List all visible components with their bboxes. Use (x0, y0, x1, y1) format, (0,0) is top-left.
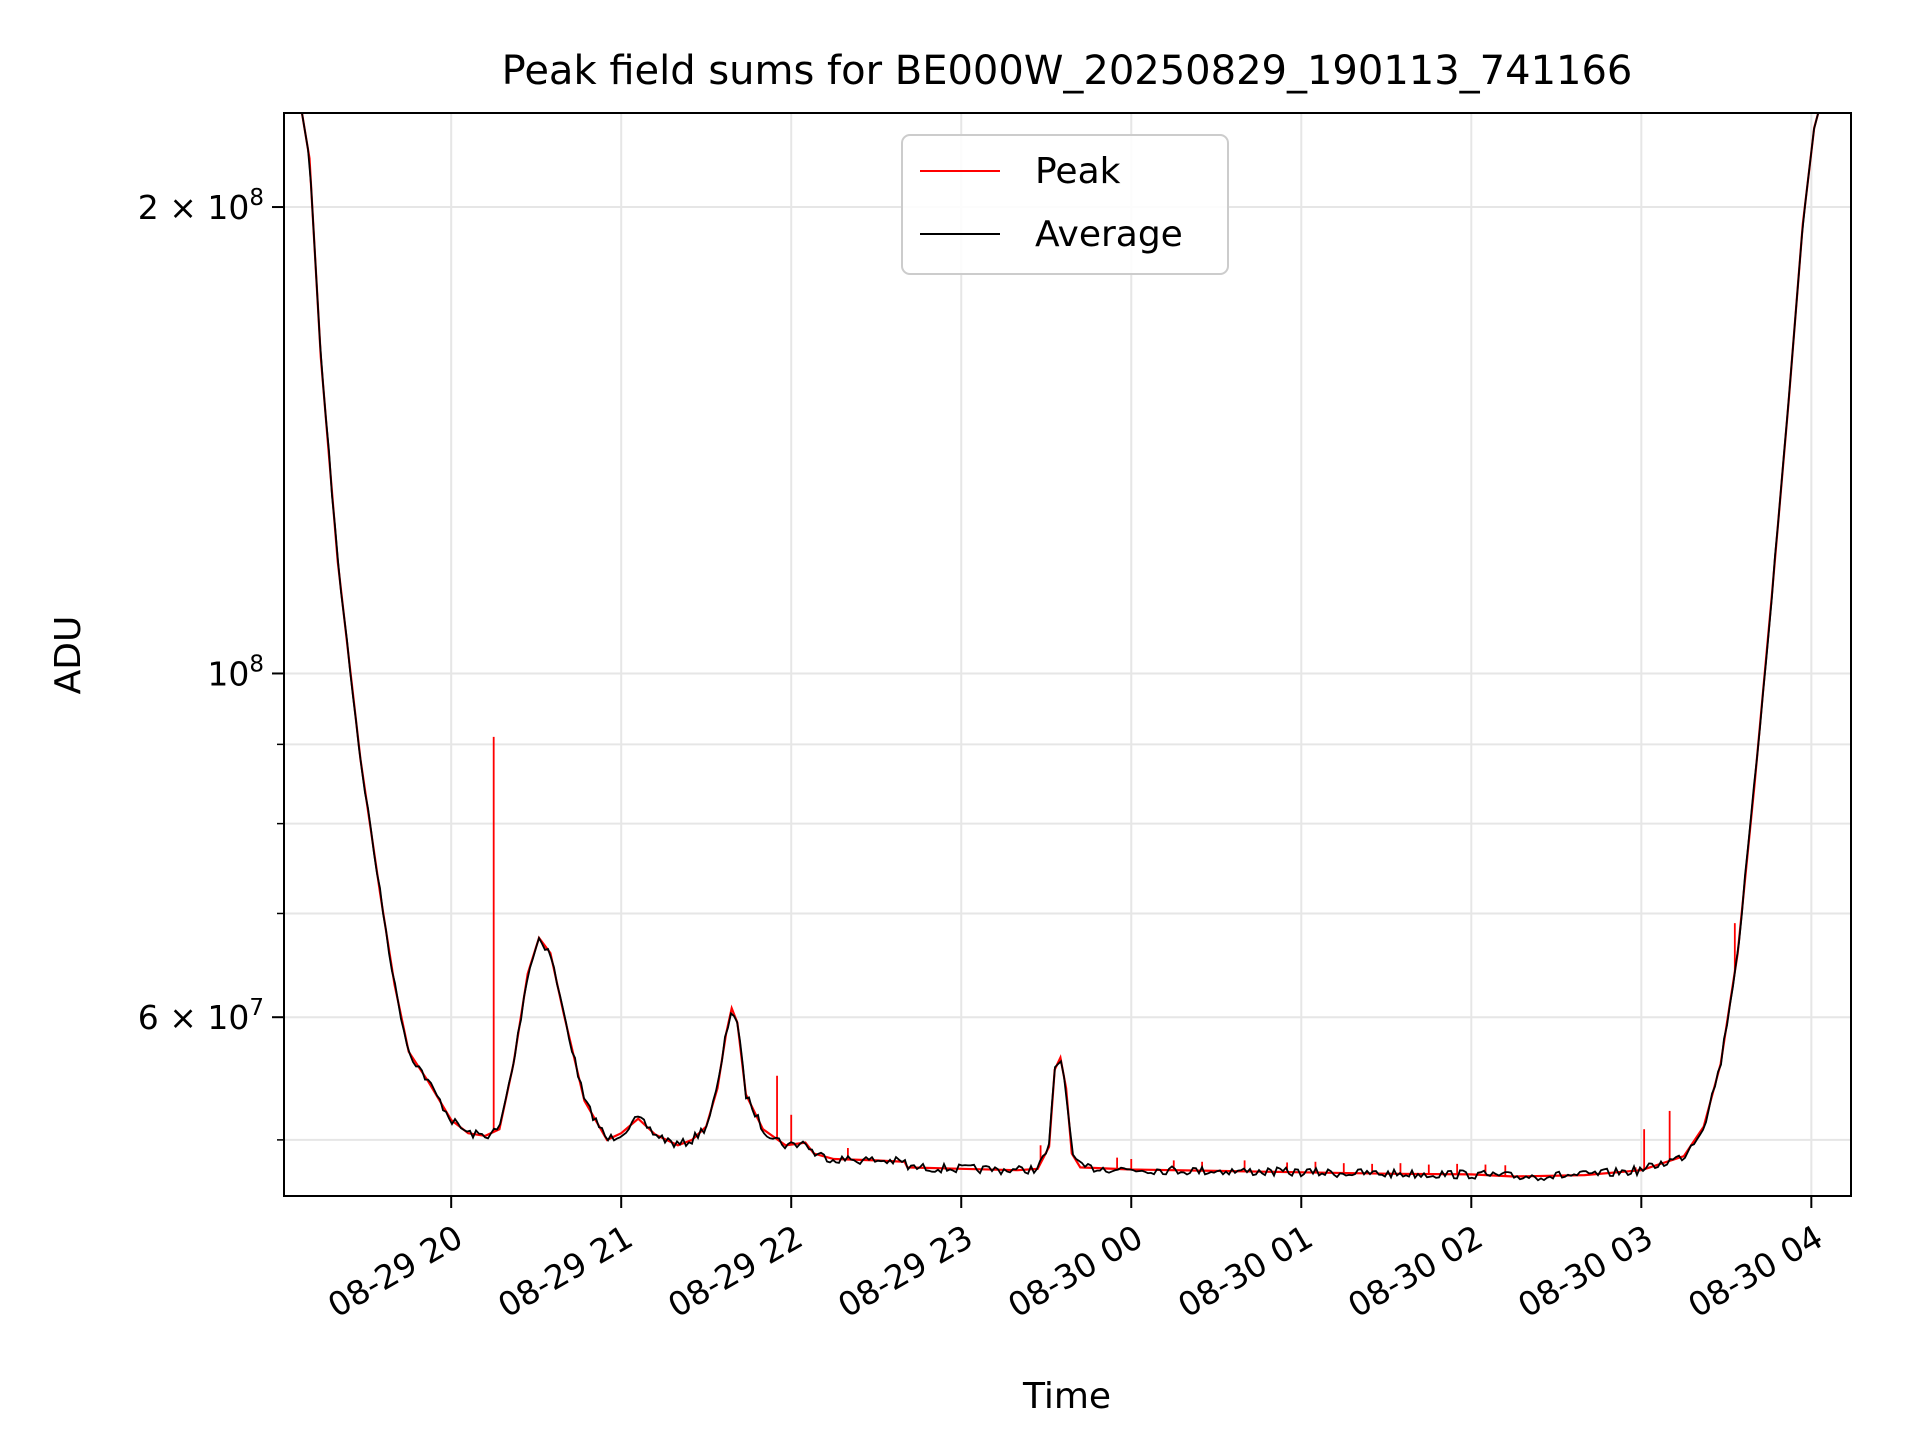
y-tick-label: 2 × 108 (138, 185, 264, 227)
y-tick-label: 108 (207, 651, 264, 693)
y-tick-exponent: 8 (249, 651, 264, 677)
y-tick-label: 6 × 107 (138, 995, 264, 1037)
y-tick-base: 2 × 10 (138, 188, 250, 227)
y-tick-base: 6 × 10 (138, 998, 250, 1037)
x-axis-label: Time (1022, 1376, 1111, 1417)
y-tick-exponent: 7 (249, 995, 264, 1021)
plot-frame (283, 112, 1852, 1197)
y-tick-base: 10 (207, 654, 249, 693)
legend-box (901, 134, 1229, 275)
legend: Peak Average (901, 134, 1229, 275)
series-layer (300, 113, 1820, 1182)
legend-label-peak: Peak (1035, 151, 1121, 192)
legend-label-average: Average (1035, 214, 1183, 255)
y-tick-exponent: 8 (249, 185, 264, 211)
chart-title: Peak field sums for BE000W_20250829_1901… (502, 48, 1633, 94)
series-average-line (300, 113, 1820, 1182)
y-axis-label: ADU (48, 616, 89, 695)
